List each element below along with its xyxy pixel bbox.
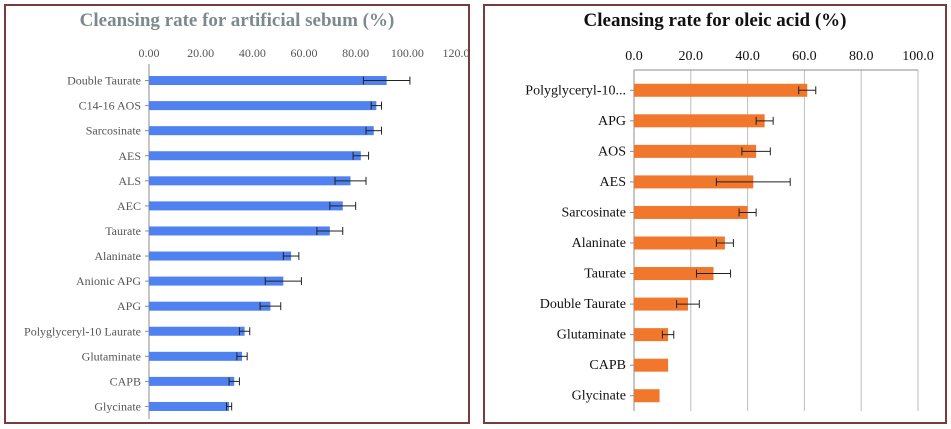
chart-panel-artificial-sebum: Cleansing rate for artificial sebum (%) … <box>4 4 470 424</box>
category-label: Sarcosinate <box>561 205 626 220</box>
x-tick-label: 80.00 <box>342 46 369 60</box>
chart-plot-area: 0.00 20.00 40.00 60.00 80.00 100.00 120.00 Doub… <box>24 46 469 419</box>
category-label: AOS <box>598 144 626 159</box>
category-label: APG <box>117 299 141 313</box>
bar <box>634 114 765 128</box>
bar <box>149 201 343 211</box>
bar <box>149 401 230 411</box>
category-label: AES <box>118 149 141 163</box>
x-tick-label: 120.00 <box>443 46 469 60</box>
category-label: Glutaminate <box>82 349 141 363</box>
category-label: CAPB <box>110 374 141 388</box>
chart-title: Cleansing rate for artificial sebum (%) <box>79 10 395 31</box>
category-label: Double Taurate <box>540 297 626 312</box>
x-tick-label: 40.0 <box>735 49 760 64</box>
bar <box>634 175 754 189</box>
chart-title: Cleansing rate for oleic acid (%) <box>583 10 847 31</box>
category-label: Glutaminate <box>557 328 626 343</box>
x-tick-label: 80.0 <box>849 49 874 64</box>
x-tick-label: 60.0 <box>792 49 817 64</box>
bar <box>149 376 235 386</box>
category-label: Alaninate <box>572 236 626 251</box>
category-label: ALS <box>118 174 141 188</box>
category-label: Glycinate <box>94 399 141 413</box>
bar <box>149 326 245 336</box>
x-tick-label: 100.0 <box>902 49 934 64</box>
category-label: CAPB <box>589 358 626 373</box>
bar <box>634 389 660 403</box>
bar <box>149 101 377 111</box>
x-tick-label: 0.00 <box>139 46 160 60</box>
category-label: AEC <box>117 199 141 213</box>
category-label: Polyglyceryl-10... <box>525 83 626 98</box>
chart-panel-oleic-acid: Cleansing rate for oleic acid (%) 0.0 20.… <box>483 4 947 424</box>
category-label: C14-16 AOS <box>79 99 141 113</box>
bar <box>634 267 714 281</box>
x-tick-label: 100.00 <box>391 46 424 60</box>
bar <box>149 276 284 286</box>
bar <box>149 76 387 86</box>
category-label: AES <box>600 175 626 190</box>
x-tick-label: 20.0 <box>679 49 704 64</box>
bar <box>149 226 330 236</box>
bar <box>634 83 808 97</box>
chart-plot-area: 0.0 20.0 40.0 60.0 80.0 100.0 Polyglyceryl-10.… <box>525 49 934 411</box>
bar <box>149 126 374 136</box>
bar <box>634 328 669 342</box>
bar <box>634 205 748 219</box>
x-tick-label: 0.0 <box>625 49 643 64</box>
x-tick-label: 60.00 <box>291 46 318 60</box>
category-label: Glycinate <box>572 389 626 404</box>
bar <box>149 351 242 361</box>
category-label: Double Taurate <box>67 74 141 88</box>
bar <box>634 144 757 158</box>
bar <box>149 151 361 161</box>
bar <box>149 251 292 261</box>
bar <box>634 358 669 372</box>
bar <box>634 236 725 250</box>
x-tick-label: 20.00 <box>187 46 214 60</box>
category-label: APG <box>598 114 626 129</box>
category-label: Taurate <box>105 224 141 238</box>
category-label: Anionic APG <box>76 274 141 288</box>
bar <box>149 176 351 186</box>
bar <box>634 297 688 311</box>
category-label: Sarcosinate <box>86 124 141 138</box>
category-label: Polyglyceryl-10 Laurate <box>24 324 141 338</box>
category-label: Alaninate <box>94 249 141 263</box>
x-tick-label: 40.00 <box>239 46 266 60</box>
bar <box>149 301 271 311</box>
category-label: Taurate <box>584 267 626 282</box>
